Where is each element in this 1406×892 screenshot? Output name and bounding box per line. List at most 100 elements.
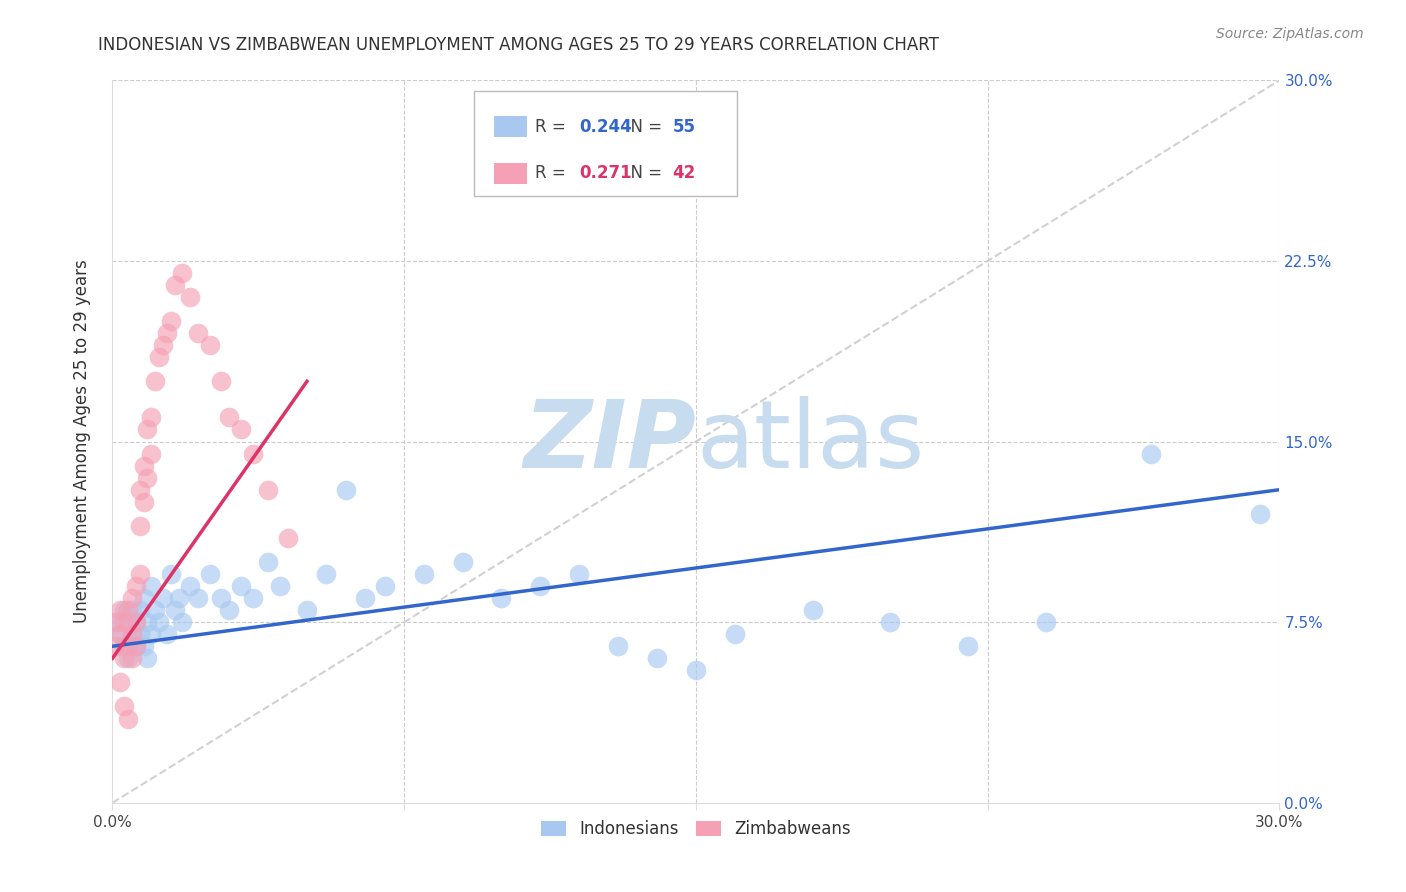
Point [242,446,264,460]
Text: ZIP: ZIP [523,395,696,488]
Y-axis label: Unemployment Among Ages 25 to 29 years: Unemployment Among Ages 25 to 29 years [73,260,91,624]
Point [128,483,150,497]
Point [143,603,166,617]
Point [179,579,201,593]
Point [276,531,298,545]
Point [529,579,551,593]
Point [1140,446,1163,460]
Point [257,483,280,497]
Text: atlas: atlas [696,395,924,488]
Text: INDONESIAN VS ZIMBABWEAN UNEMPLOYMENT AMONG AGES 25 TO 29 YEARS CORRELATION CHAR: INDONESIAN VS ZIMBABWEAN UNEMPLOYMENT AM… [98,36,939,54]
Point [229,422,252,436]
Point [685,664,707,678]
FancyBboxPatch shape [494,117,527,136]
Point [105,615,128,630]
Point [148,350,170,364]
Point [128,603,150,617]
Point [315,567,337,582]
Point [335,483,357,497]
Text: 42: 42 [672,164,696,183]
Point [117,603,139,617]
Point [121,591,143,605]
Point [156,326,179,340]
FancyBboxPatch shape [494,163,527,184]
Point [172,615,194,630]
Point [121,627,143,641]
Point [105,615,128,630]
Point [209,591,232,605]
Text: R =: R = [534,118,571,136]
Point [801,603,824,617]
Point [374,579,396,593]
Point [121,651,143,665]
Text: 55: 55 [672,118,696,136]
Point [269,579,291,593]
Point [136,422,159,436]
Text: 0.271: 0.271 [579,164,631,183]
Point [198,338,221,352]
Point [125,615,148,630]
Point [136,470,159,484]
Point [110,627,132,641]
Point [1035,615,1057,630]
Point [160,567,183,582]
Point [110,627,132,641]
Point [128,627,150,641]
Point [568,567,591,582]
Point [132,494,155,508]
Point [160,314,183,328]
Point [143,374,166,388]
Point [121,603,143,617]
Point [110,603,132,617]
Point [110,675,132,690]
Point [156,627,179,641]
Point [112,603,135,617]
Point [879,615,901,630]
Point [117,639,139,653]
Point [121,627,143,641]
Point [141,410,163,425]
Point [295,603,318,617]
Text: 0.244: 0.244 [579,118,633,136]
Point [117,712,139,726]
Point [1249,507,1271,521]
Legend: Indonesians, Zimbabweans: Indonesians, Zimbabweans [534,814,858,845]
Point [163,603,186,617]
Point [112,615,135,630]
Point [491,591,513,605]
Text: N =: N = [620,118,668,136]
Point [112,651,135,665]
Point [117,651,139,665]
Point [136,651,159,665]
Point [229,579,252,593]
Point [125,639,148,653]
Point [141,579,163,593]
Point [957,639,980,653]
Point [132,458,155,473]
Point [179,290,201,304]
Point [125,579,148,593]
Point [257,555,280,569]
FancyBboxPatch shape [474,91,737,196]
Point [167,591,190,605]
Point [209,374,232,388]
Point [724,627,747,641]
Point [132,591,155,605]
Point [218,410,240,425]
Text: Source: ZipAtlas.com: Source: ZipAtlas.com [1216,27,1364,41]
Point [112,639,135,653]
Point [451,555,474,569]
Point [354,591,377,605]
Point [141,446,163,460]
Text: N =: N = [620,164,668,183]
Point [607,639,630,653]
Point [148,615,170,630]
Point [187,326,209,340]
Point [163,277,186,292]
Point [645,651,668,665]
Point [125,639,148,653]
Point [141,627,163,641]
Point [152,591,174,605]
Point [136,615,159,630]
Text: R =: R = [534,164,571,183]
